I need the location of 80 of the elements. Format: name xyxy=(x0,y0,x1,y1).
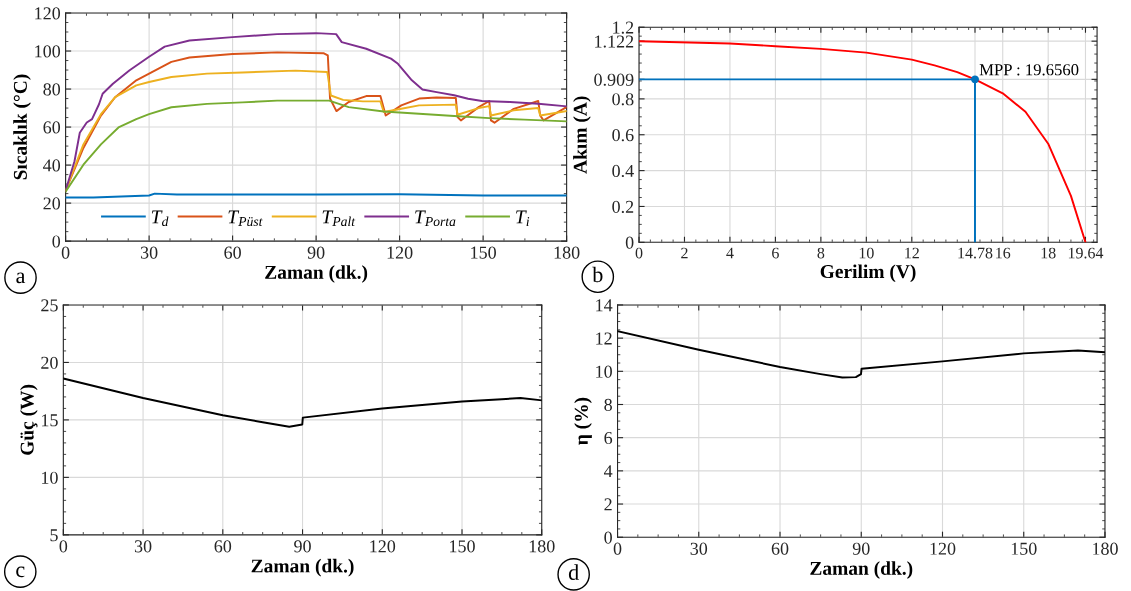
x-tick-label: 30 xyxy=(690,542,708,555)
y-tick-label: 10 xyxy=(42,471,58,484)
y-tick-label: 100 xyxy=(35,45,61,58)
y-tick-label: 4 xyxy=(603,465,613,478)
y-tick-label: 60 xyxy=(43,121,61,134)
y-tick-label: 0.8 xyxy=(612,93,634,106)
x-tick-label: 90 xyxy=(307,246,325,259)
x-tick-label: 150 xyxy=(1011,542,1037,555)
legend-label: T$_{Palt}$ xyxy=(322,210,356,227)
x-axis-title: Zaman (dk.) xyxy=(265,265,368,283)
x-tick-label: 180 xyxy=(554,246,580,259)
y-tick-label: 80 xyxy=(43,83,61,96)
line-series xyxy=(63,377,542,428)
legend-label: T$_{i}$ xyxy=(516,210,530,226)
x-tick-label: 19.64 xyxy=(1068,247,1104,259)
x-tick-label: 8 xyxy=(817,247,825,259)
legend-label: T$_{Püst}$ xyxy=(228,210,263,227)
legend-label: T$_{Porta}$ xyxy=(415,210,456,227)
x-tick-label: 16 xyxy=(996,247,1011,259)
x-tick-label: 30 xyxy=(134,540,152,553)
x-tick-label: 90 xyxy=(852,542,870,555)
y-tick-label: 10 xyxy=(596,365,612,378)
legend-label: T$_{d}$ xyxy=(151,210,169,227)
x-axis-title: Zaman (dk.) xyxy=(810,561,913,579)
y-tick-label: 6 xyxy=(604,431,613,445)
y-tick-label: 1.2 xyxy=(613,21,634,34)
text: b xyxy=(592,266,603,283)
y-tick-label: 20 xyxy=(43,197,61,210)
x-tick-label: 120 xyxy=(370,540,396,553)
x-tick-label: 6 xyxy=(772,247,779,259)
y-tick-label: 1.122 xyxy=(595,35,634,48)
x-tick-label: 14.78 xyxy=(958,247,993,259)
y-tick-label: 25 xyxy=(41,299,58,312)
x-tick-label: 30 xyxy=(140,246,158,259)
y-tick-label: 120 xyxy=(35,7,61,20)
y-tick-label: 0 xyxy=(52,235,61,248)
x-tick-label: 60 xyxy=(224,246,241,259)
x-tick-label: 4 xyxy=(726,247,734,259)
x-tick-label: 150 xyxy=(450,540,475,553)
x-tick-label: 180 xyxy=(529,540,555,553)
x-tick-label: 18 xyxy=(1041,247,1056,259)
x-tick-label: 0 xyxy=(635,247,643,259)
y-tick-label: 0.6 xyxy=(612,129,634,142)
y-tick-label: 0.2 xyxy=(612,200,634,213)
y-tick-label: 20 xyxy=(41,356,58,369)
x-tick-label: 150 xyxy=(471,246,496,259)
x-tick-label: 60 xyxy=(771,542,789,555)
y-tick-label: 40 xyxy=(43,159,61,172)
x-tick-label: 90 xyxy=(294,540,311,553)
y-tick-label: 12 xyxy=(596,332,612,345)
y-tick-label: 8 xyxy=(604,398,612,411)
x-tick-label: 10 xyxy=(859,247,874,259)
x-tick-label: 12 xyxy=(905,247,919,259)
y-tick-label: 0 xyxy=(625,236,634,249)
y-tick-label: 5 xyxy=(50,529,58,542)
y-tick-label: 2 xyxy=(604,498,612,511)
line-series xyxy=(639,40,1087,243)
text: d xyxy=(568,564,579,580)
y-tick-label: 14 xyxy=(596,299,613,312)
y-axis-title: Güç (W) xyxy=(20,384,38,455)
x-tick-label: 60 xyxy=(214,540,232,553)
x-axis-title: Gerilim (V) xyxy=(820,264,916,283)
annotation: MPP : 19.6560 xyxy=(979,64,1079,76)
text: c xyxy=(16,566,25,578)
y-tick-label: 15 xyxy=(42,414,58,427)
line-series xyxy=(617,330,1105,379)
text: a xyxy=(16,272,26,284)
y-tick-label: 0.4 xyxy=(612,164,634,178)
y-tick-label: 0.909 xyxy=(594,73,634,86)
x-tick-label: 180 xyxy=(1093,542,1118,555)
y-axis-title: Akım (A) xyxy=(573,96,591,174)
y-axis-title: Sıcaklık (°C) xyxy=(13,74,31,180)
line-series xyxy=(65,99,567,193)
x-tick-label: 120 xyxy=(930,542,956,555)
x-tick-label: 2 xyxy=(681,247,688,259)
x-axis-title: Zaman (dk.) xyxy=(251,558,354,577)
y-tick-label: 0 xyxy=(604,531,612,544)
x-tick-label: 0 xyxy=(61,246,70,259)
y-axis-title: η (%) xyxy=(574,397,592,445)
x-tick-label: 120 xyxy=(387,246,413,259)
